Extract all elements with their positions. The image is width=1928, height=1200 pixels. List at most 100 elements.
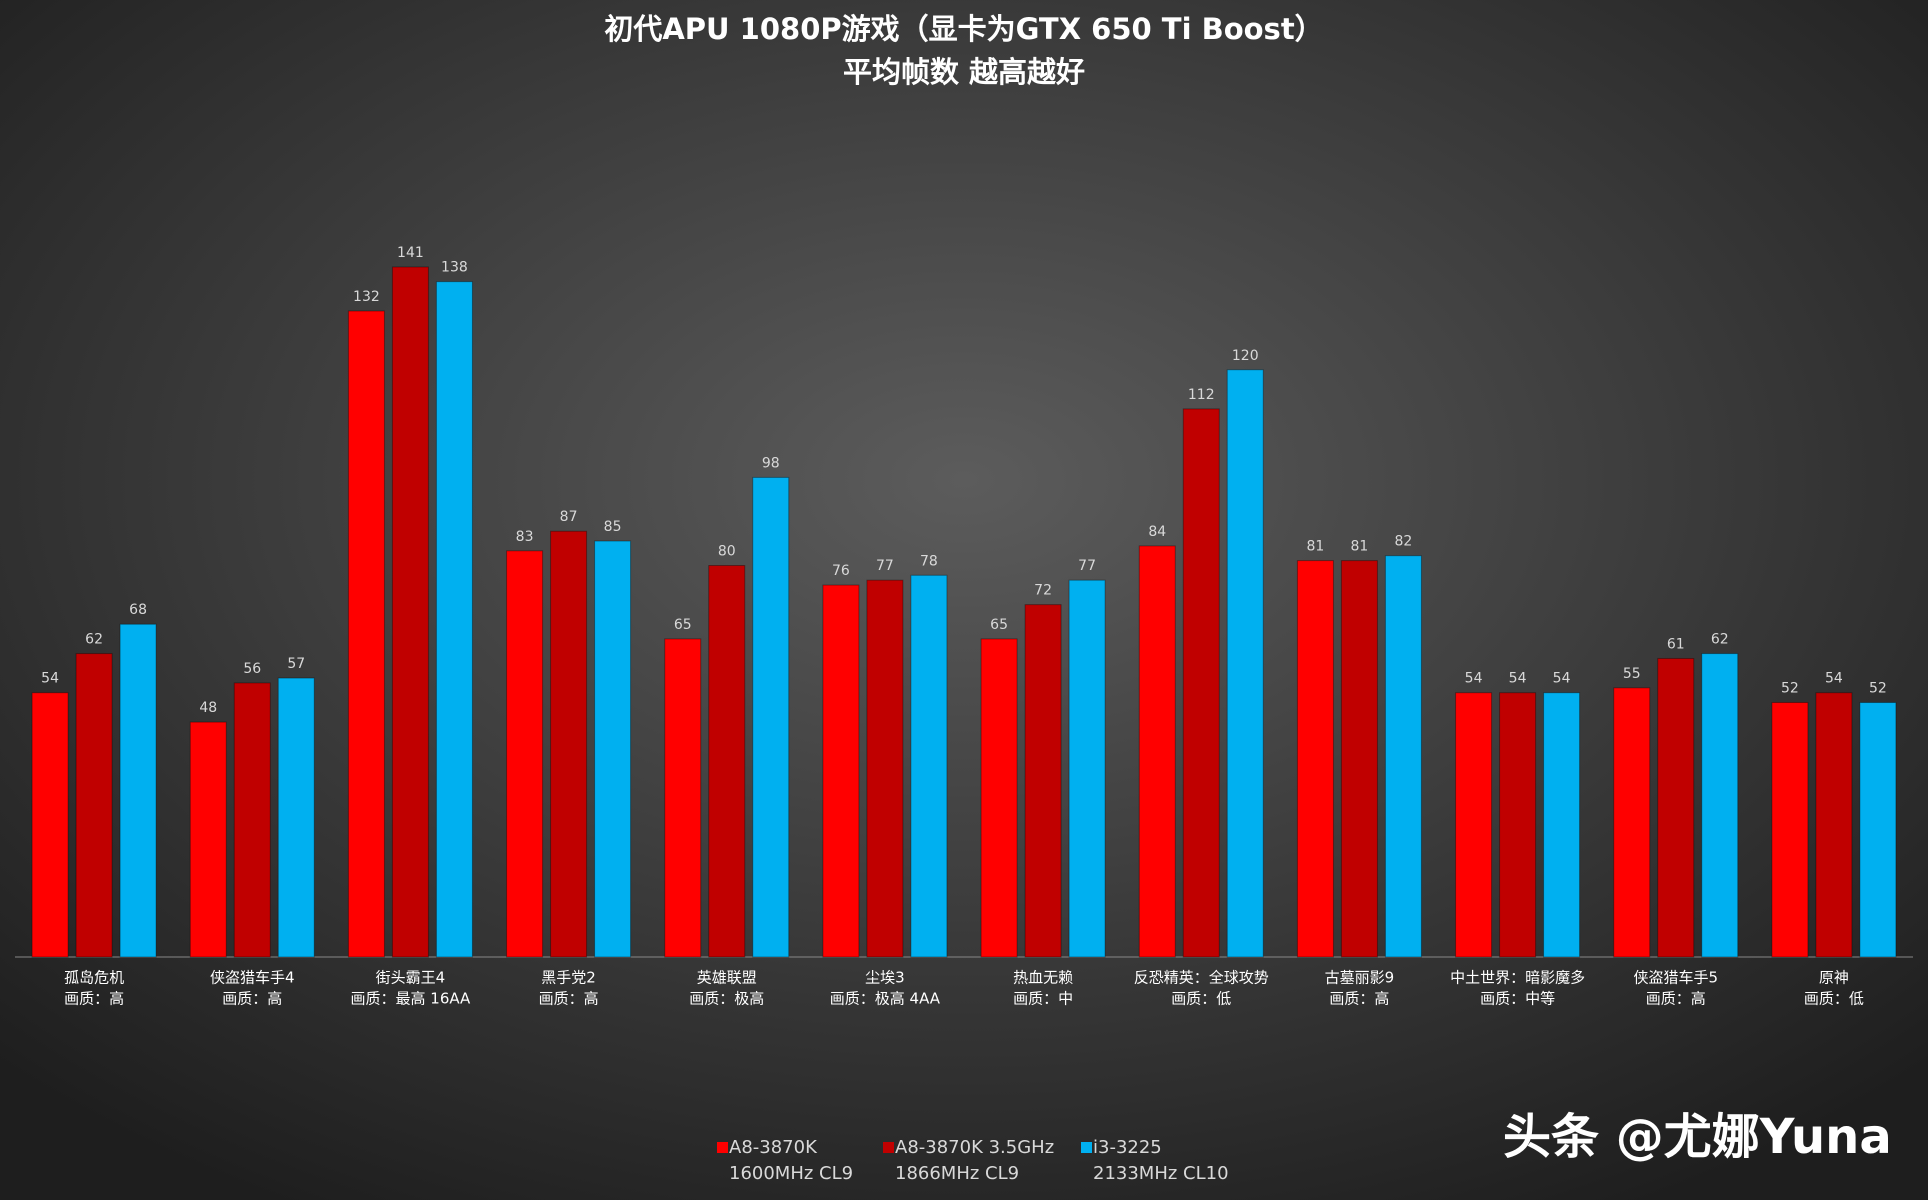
x-tick-label: 画质：高 <box>1646 990 1706 1008</box>
x-tick-label: 尘埃3 <box>865 969 905 987</box>
legend-label: i3-3225 <box>1093 1137 1162 1158</box>
bar <box>1226 369 1264 958</box>
value-label: 54 <box>41 671 59 687</box>
bar <box>391 266 429 958</box>
x-tick-label: 画质：低 <box>1171 990 1231 1008</box>
bar <box>506 550 544 958</box>
bar <box>1771 702 1809 958</box>
x-tick-label: 画质：中 <box>1013 990 1073 1008</box>
value-label: 138 <box>441 260 468 276</box>
legend-label: A8-3870K 3.5GHz <box>895 1137 1054 1158</box>
value-label: 57 <box>287 656 305 672</box>
bar <box>1455 692 1493 958</box>
value-label: 85 <box>604 519 622 535</box>
bar <box>233 682 271 958</box>
bar <box>189 721 227 958</box>
value-label: 48 <box>199 700 217 716</box>
bar <box>1340 560 1378 958</box>
legend-label: 1866MHz CL9 <box>895 1163 1019 1184</box>
bar <box>277 677 315 958</box>
bar <box>594 540 632 958</box>
bar <box>866 579 904 958</box>
bar <box>1613 687 1651 958</box>
bar <box>1024 604 1062 958</box>
legend-label: A8-3870K <box>729 1137 818 1158</box>
legend-swatch <box>883 1142 894 1153</box>
x-tick-label: 画质：高 <box>64 990 124 1008</box>
x-tick-label: 画质：高 <box>539 990 599 1008</box>
legend-label: 2133MHz CL10 <box>1093 1163 1229 1184</box>
value-label: 65 <box>990 617 1008 633</box>
value-label: 65 <box>674 617 692 633</box>
x-tick-label: 原神 <box>1819 969 1849 987</box>
bar <box>435 281 473 958</box>
legend-swatch <box>717 1142 728 1153</box>
bar <box>1384 555 1422 958</box>
value-label: 84 <box>1148 524 1166 540</box>
value-label: 76 <box>832 563 850 579</box>
value-label: 120 <box>1232 348 1259 364</box>
value-label: 61 <box>1667 636 1685 652</box>
value-label: 132 <box>353 289 380 305</box>
value-label: 62 <box>85 632 103 648</box>
bar <box>1182 408 1220 958</box>
x-tick-label: 画质：极高 <box>689 990 764 1008</box>
x-tick-label: 画质：最高 16AA <box>351 990 472 1008</box>
bar <box>1657 657 1695 958</box>
value-label: 77 <box>876 558 894 574</box>
bar <box>980 638 1018 958</box>
x-tick-label: 热血无赖 <box>1013 969 1073 987</box>
x-tick-label: 画质：高 <box>222 990 282 1008</box>
value-label: 81 <box>1307 539 1325 555</box>
x-tick-label: 侠盗猎车手5 <box>1633 969 1718 987</box>
bar <box>1068 579 1106 958</box>
bar <box>31 692 69 958</box>
bar <box>1815 692 1853 958</box>
bar <box>1296 560 1334 958</box>
value-label: 98 <box>762 455 780 471</box>
x-tick-label: 黑手党2 <box>541 969 596 987</box>
x-tick-label: 画质：高 <box>1329 990 1389 1008</box>
watermark: 头条 @尤娜Yuna <box>1503 1109 1892 1165</box>
x-tick-label: 反恐精英：全球攻势 <box>1134 969 1269 987</box>
value-label: 54 <box>1825 671 1843 687</box>
bar <box>1701 653 1739 958</box>
bar <box>1543 692 1581 958</box>
value-label: 56 <box>243 661 261 677</box>
value-label: 62 <box>1711 632 1729 648</box>
x-tick-label: 英雄联盟 <box>697 969 757 987</box>
x-tick-label: 孤岛危机 <box>64 969 124 987</box>
bar <box>119 623 157 958</box>
value-label: 141 <box>397 245 424 261</box>
value-label: 54 <box>1509 671 1527 687</box>
x-tick-label: 画质：中等 <box>1480 990 1555 1008</box>
legend-swatch <box>1081 1142 1092 1153</box>
value-label: 81 <box>1351 539 1369 555</box>
value-label: 54 <box>1465 671 1483 687</box>
bar <box>708 565 746 958</box>
value-label: 52 <box>1781 681 1799 697</box>
value-label: 87 <box>560 509 578 525</box>
value-label: 83 <box>516 529 534 545</box>
value-label: 78 <box>920 553 938 569</box>
value-label: 55 <box>1623 666 1641 682</box>
bar <box>347 310 385 958</box>
x-tick-label: 中土世界：暗影魔多 <box>1450 969 1585 987</box>
bar <box>75 653 113 958</box>
bar <box>1859 702 1897 958</box>
chart-subtitle: 平均帧数 越高越好 <box>843 55 1085 89</box>
value-label: 68 <box>129 602 147 618</box>
x-tick-label: 侠盗猎车手4 <box>210 969 295 987</box>
x-tick-label: 街头霸王4 <box>376 969 446 987</box>
value-label: 52 <box>1869 681 1887 697</box>
x-tick-label: 画质：低 <box>1804 990 1864 1008</box>
bar <box>550 530 588 958</box>
value-label: 112 <box>1188 387 1215 403</box>
legend-label: 1600MHz CL9 <box>729 1163 853 1184</box>
value-label: 72 <box>1034 583 1052 599</box>
chart-title: 初代APU 1080P游戏（显卡为GTX 650 Ti Boost） <box>604 12 1323 46</box>
value-label: 54 <box>1553 671 1571 687</box>
